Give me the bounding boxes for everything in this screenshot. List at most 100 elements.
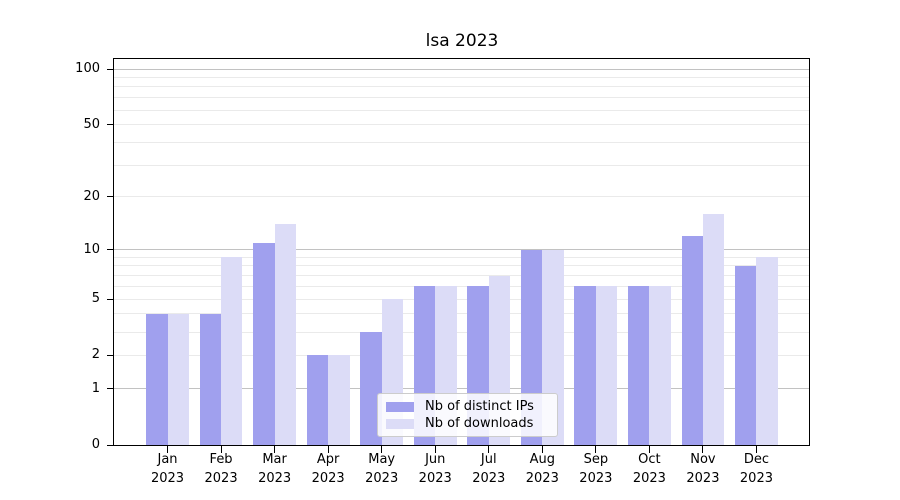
bar-downloads-mar <box>274 224 296 445</box>
y-tick-label: 50 <box>83 116 100 132</box>
x-tick-label: Sep 2023 <box>566 450 626 488</box>
y-tick-label: 5 <box>91 291 100 307</box>
x-tick-mark <box>755 446 757 453</box>
y-tick-mark <box>107 68 114 70</box>
bar-distinct-ips-dec <box>735 265 757 445</box>
x-tick-year: 2023 <box>418 471 452 486</box>
x-tick-month: Apr <box>316 452 340 467</box>
x-tick-year: 2023 <box>686 471 720 486</box>
x-tick-label: Mar 2023 <box>245 450 305 488</box>
x-tick-mark <box>648 446 650 453</box>
gridline-minor <box>114 256 810 258</box>
x-tick-label: Feb 2023 <box>191 450 251 488</box>
x-tick-label: Jan 2023 <box>138 450 198 488</box>
bar-distinct-ips-feb <box>199 313 222 445</box>
bar-distinct-ips-sep <box>574 286 596 445</box>
bar-distinct-ips-may <box>360 332 382 445</box>
x-tick-year: 2023 <box>365 471 399 486</box>
gridline-minor <box>114 354 810 356</box>
x-tick-year: 2023 <box>632 471 666 486</box>
gridline-minor <box>114 331 810 333</box>
y-tick-label: 2 <box>91 347 100 363</box>
y-tick-mark <box>107 196 114 198</box>
bar-downloads-nov <box>702 214 725 445</box>
x-tick-month: Feb <box>209 452 233 467</box>
gridline-minor <box>114 97 810 99</box>
gridline-major <box>114 388 810 390</box>
y-tick-mark <box>107 388 114 390</box>
x-tick-label: Jul 2023 <box>459 450 519 488</box>
x-tick-label: Aug 2023 <box>512 450 572 488</box>
gridline-major <box>114 68 810 70</box>
legend-swatch-downloads <box>386 418 414 429</box>
x-tick-month: Aug <box>529 452 555 467</box>
bar-downloads-feb <box>221 257 243 445</box>
x-tick-month: Oct <box>638 452 661 467</box>
x-tick-label: Oct 2023 <box>619 450 679 488</box>
legend-item-distinct-ips: Nb of distinct IPs <box>386 399 549 414</box>
x-tick-label: May 2023 <box>352 450 412 488</box>
gridline-minor <box>114 109 810 111</box>
gridline-minor <box>114 196 810 198</box>
bar-distinct-ips-nov <box>681 236 703 445</box>
bar-downloads-dec <box>756 257 778 445</box>
x-tick-mark <box>327 446 329 453</box>
x-tick-month: Nov <box>690 452 716 467</box>
x-tick-month: Dec <box>743 452 770 467</box>
bar-distinct-ips-jan <box>146 313 168 445</box>
x-tick-year: 2023 <box>472 471 506 486</box>
y-tick-mark <box>107 298 114 300</box>
x-tick-year: 2023 <box>204 471 238 486</box>
legend-swatch-distinct-ips <box>386 401 414 412</box>
x-tick-mark <box>381 446 383 453</box>
x-tick-year: 2023 <box>525 471 559 486</box>
bar-distinct-ips-oct <box>627 286 650 445</box>
x-tick-label: Nov 2023 <box>673 450 733 488</box>
x-tick-month: Sep <box>583 452 609 467</box>
legend-label-distinct-ips: Nb of distinct IPs <box>425 399 534 414</box>
y-tick-label: 20 <box>83 188 100 204</box>
x-tick-year: 2023 <box>579 471 613 486</box>
x-tick-mark <box>595 446 597 453</box>
gridline-minor <box>114 124 810 126</box>
x-tick-mark <box>167 446 169 453</box>
gridline-minor <box>114 298 810 300</box>
bar-downloads-sep <box>595 286 618 445</box>
x-tick-month: Jul <box>480 452 497 467</box>
gridline-minor <box>114 275 810 277</box>
gridline-minor <box>114 141 810 143</box>
x-tick-label: Jun 2023 <box>405 450 465 488</box>
y-tick-label: 100 <box>75 61 100 76</box>
y-tick-mark <box>107 249 114 251</box>
x-tick-year: 2023 <box>258 471 292 486</box>
x-tick-mark <box>220 446 222 453</box>
x-tick-year: 2023 <box>311 471 345 486</box>
bar-distinct-ips-mar <box>253 242 275 445</box>
y-tick-mark <box>107 354 114 356</box>
legend: Nb of distinct IPs Nb of downloads <box>377 393 558 437</box>
gridline-minor <box>114 164 810 166</box>
bar-downloads-oct <box>649 286 671 445</box>
gridline-minor <box>114 265 810 267</box>
gridline-minor <box>114 285 810 287</box>
x-tick-year: 2023 <box>739 471 773 486</box>
x-tick-mark <box>434 446 436 453</box>
chart-title: lsa 2023 <box>425 31 499 51</box>
x-tick-label: Dec 2023 <box>726 450 786 488</box>
x-tick-month: May <box>368 452 396 467</box>
x-tick-label: Apr 2023 <box>298 450 358 488</box>
legend-item-downloads: Nb of downloads <box>386 416 549 431</box>
bar-distinct-ips-apr <box>306 355 329 445</box>
gridline-minor <box>114 313 810 315</box>
x-tick-year: 2023 <box>150 471 185 486</box>
x-tick-month: Jun <box>425 452 446 467</box>
y-tick-label: 0 <box>91 437 100 452</box>
gridline-major <box>114 249 810 251</box>
x-tick-mark <box>702 446 704 453</box>
x-tick-month: Jan <box>157 452 178 467</box>
bar-downloads-jan <box>167 313 189 445</box>
legend-label-downloads: Nb of downloads <box>425 416 534 431</box>
x-tick-mark <box>541 446 543 453</box>
gridline-minor <box>114 86 810 88</box>
